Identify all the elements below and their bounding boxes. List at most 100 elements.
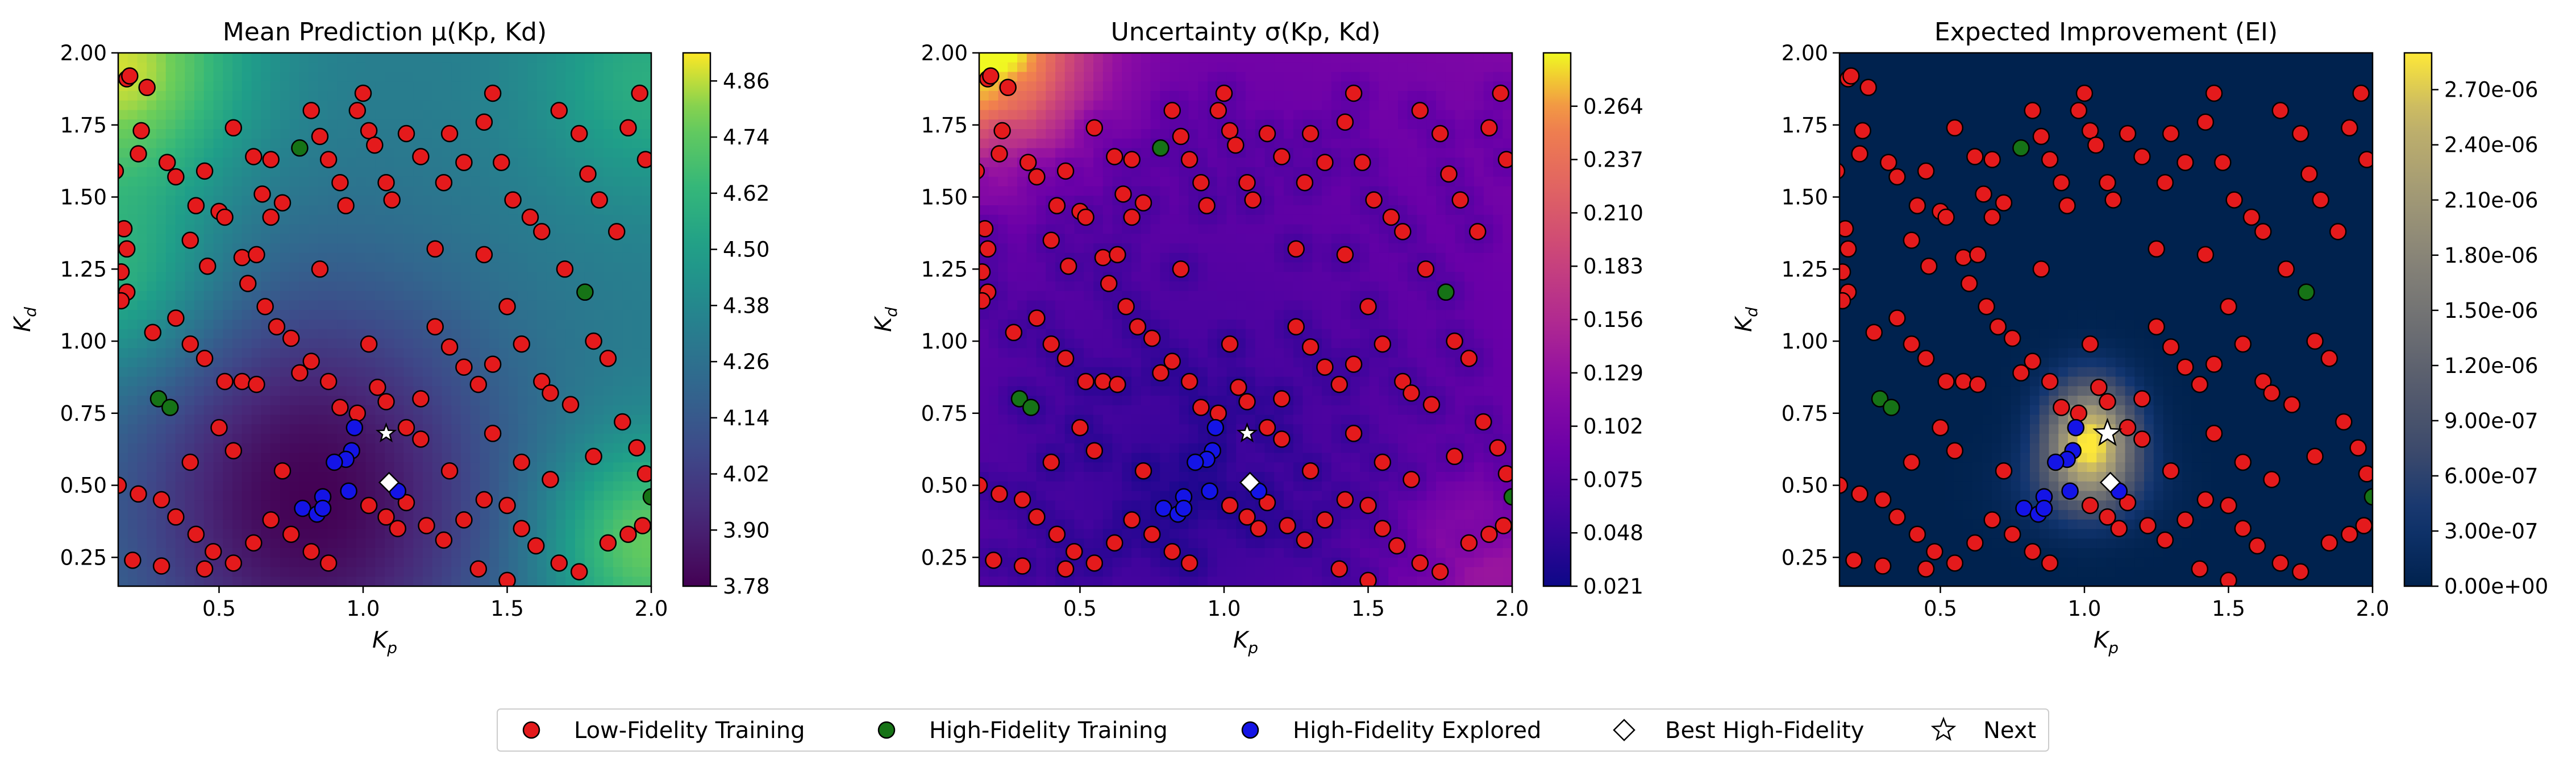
heatmap-cell <box>1198 557 1208 568</box>
heatmap-cell <box>1064 376 1075 387</box>
heatmap-cell <box>518 491 528 501</box>
heatmap-cell <box>461 91 471 101</box>
heatmap-cell <box>147 205 157 215</box>
heatmap-cell <box>499 538 509 549</box>
heatmap-cell <box>280 396 290 406</box>
heatmap-cell <box>1074 557 1085 568</box>
heatmap-cell <box>213 252 224 263</box>
heatmap-cell <box>213 567 224 578</box>
heatmap-cell <box>118 358 128 368</box>
heatmap-cell <box>147 376 157 387</box>
heatmap-cell <box>270 491 281 501</box>
heatmap-cell <box>203 510 214 520</box>
heatmap-cell <box>1026 205 1037 215</box>
heatmap-cell <box>584 100 595 111</box>
heatmap-cell <box>1170 320 1180 330</box>
heatmap-cell <box>175 214 186 225</box>
heatmap-cell <box>622 196 633 206</box>
heatmap-cell <box>403 548 414 558</box>
heatmap-cell <box>309 453 319 463</box>
heatmap-cell <box>185 443 195 454</box>
heatmap-cell <box>1093 491 1104 501</box>
point-low-fidelity <box>498 571 516 586</box>
heatmap-cell <box>470 472 481 482</box>
heatmap-cell <box>232 291 243 301</box>
heatmap-cell <box>546 500 557 511</box>
heatmap-cell <box>223 167 233 177</box>
heatmap-cell <box>156 234 167 244</box>
heatmap-cell <box>365 414 376 425</box>
heatmap-cell <box>594 310 605 320</box>
heatmap-cell <box>223 252 233 263</box>
heatmap-cell <box>194 72 205 82</box>
heatmap-cell <box>337 386 347 396</box>
heatmap-cell <box>394 538 405 549</box>
heatmap-cell <box>394 300 405 311</box>
heatmap-cell <box>127 405 138 416</box>
heatmap-cell <box>251 577 262 586</box>
heatmap-cell <box>137 567 148 578</box>
heatmap-cell <box>385 148 395 159</box>
heatmap-cell <box>1074 529 1085 540</box>
heatmap-cell <box>1093 424 1104 434</box>
heatmap-cell <box>537 310 547 320</box>
heatmap-cell <box>1122 491 1132 501</box>
point-low-fidelity <box>513 453 531 471</box>
heatmap-cell <box>1122 224 1132 235</box>
heatmap-cell <box>461 243 471 254</box>
heatmap-cell <box>185 167 195 177</box>
heatmap-cell <box>375 281 385 292</box>
heatmap-cell <box>156 81 167 92</box>
heatmap-cell <box>1026 386 1037 396</box>
heatmap-cell <box>642 53 651 63</box>
heatmap-cell <box>604 500 614 511</box>
heatmap-cell <box>347 167 357 177</box>
heatmap-cell <box>1208 167 1218 177</box>
heatmap-cell <box>385 81 395 92</box>
point-low-fidelity <box>224 119 243 137</box>
heatmap-cell <box>632 167 643 177</box>
heatmap-cell <box>203 186 214 197</box>
heatmap-cell <box>988 500 999 511</box>
heatmap-cell <box>1026 196 1037 206</box>
heatmap-cell <box>518 358 528 368</box>
heatmap-cell <box>432 348 443 358</box>
heatmap-cell <box>1084 262 1094 273</box>
heatmap-cell <box>546 214 557 225</box>
heatmap-cell <box>499 424 509 434</box>
heatmap-cell <box>137 262 148 273</box>
heatmap-cell <box>546 577 557 586</box>
heatmap-cell <box>1112 262 1123 273</box>
heatmap-cell <box>223 53 233 63</box>
point-low-fidelity <box>239 275 257 292</box>
heatmap-cell <box>1008 538 1018 549</box>
heatmap-cell <box>499 53 509 63</box>
heatmap-cell <box>461 320 471 330</box>
heatmap-cell <box>584 510 595 520</box>
heatmap-cell <box>451 62 461 73</box>
heatmap-cell <box>565 300 576 311</box>
heatmap-cell <box>223 138 233 149</box>
heatmap-cell <box>1084 224 1094 235</box>
heatmap-cell <box>1017 548 1027 558</box>
heatmap-cell <box>318 100 328 111</box>
heatmap-cell <box>1026 224 1037 235</box>
heatmap-cell <box>403 110 414 121</box>
heatmap-cell <box>613 72 623 82</box>
heatmap-cell <box>622 205 633 215</box>
point-low-fidelity <box>282 525 300 543</box>
heatmap-cell <box>1036 157 1047 168</box>
heatmap-cell <box>527 567 538 578</box>
heatmap-cell <box>979 510 989 520</box>
heatmap-cell <box>299 462 309 472</box>
heatmap-cell <box>423 81 433 92</box>
heatmap-cell <box>979 453 989 463</box>
heatmap-cell <box>594 472 605 482</box>
heatmap-cell <box>365 252 376 263</box>
heatmap-cell <box>261 348 271 358</box>
heatmap-cell <box>413 329 423 339</box>
heatmap-cell <box>203 367 214 378</box>
heatmap-cell <box>499 129 509 139</box>
heatmap-cell <box>1141 81 1151 92</box>
heatmap-cell <box>470 414 481 425</box>
